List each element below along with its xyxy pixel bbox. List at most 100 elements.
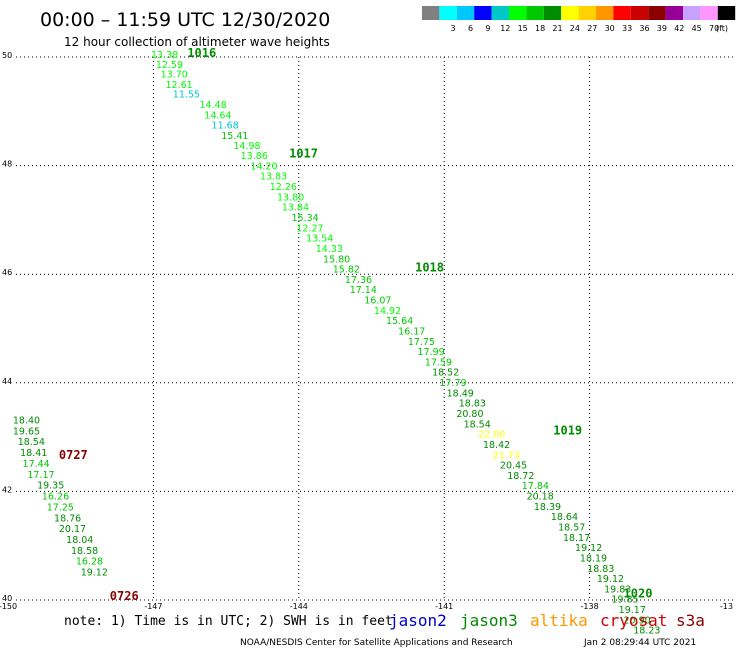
swh-value-jason3: 17.14 bbox=[350, 285, 377, 296]
time-labels: 1016 1017 1018 1019 1020 0727 0726 bbox=[59, 46, 653, 603]
swh-value-jason3: 18.83 bbox=[459, 399, 486, 410]
swh-value-jason3: 18.83 bbox=[587, 564, 614, 575]
swh-value-jason3: 18.72 bbox=[507, 471, 534, 482]
y-tick-label: 46 bbox=[2, 268, 12, 277]
swh-value-jason3: 14.64 bbox=[204, 110, 231, 121]
scale-swatch bbox=[561, 6, 579, 20]
scale-tick-label: 70 bbox=[709, 24, 719, 33]
scale-tick-label: 9 bbox=[485, 24, 490, 33]
swh-value-jason3: 20.80 bbox=[456, 409, 483, 420]
swh-value-jason3: 15.34 bbox=[292, 213, 319, 224]
swh-value-jason3: 13.70 bbox=[161, 70, 188, 81]
y-tick-label: 42 bbox=[2, 485, 12, 494]
footer-timestamp: Jan 2 08:29:44 UTC 2021 bbox=[583, 638, 696, 648]
swh-value-jason3: 12.27 bbox=[296, 223, 323, 234]
swh-value-s3a: 19.65 bbox=[13, 426, 40, 437]
x-tick-label: -150 bbox=[0, 602, 17, 611]
swh-value-jason3: 13.54 bbox=[306, 234, 333, 245]
swh-value-jason3: 18.49 bbox=[447, 388, 474, 399]
chart-title: 00:00 – 11:59 UTC 12/30/2020 bbox=[40, 9, 330, 31]
swh-value-s3a: 18.40 bbox=[13, 416, 40, 427]
swh-value-s3a: 16.28 bbox=[76, 557, 103, 568]
scale-swatch bbox=[683, 6, 701, 20]
pass-time-label: 1020 bbox=[624, 586, 653, 600]
swh-value-jason3: 16.07 bbox=[364, 296, 391, 307]
swh-value-jason3: 17.79 bbox=[439, 378, 466, 389]
y-axis-ticks: 50 48 46 44 42 40 bbox=[2, 51, 12, 603]
mission-s3a: s3a bbox=[676, 611, 705, 630]
swh-value-s3a: 16.26 bbox=[42, 492, 69, 503]
scale-swatch bbox=[491, 6, 509, 20]
swh-value-jason3: 14.20 bbox=[250, 161, 277, 172]
swh-value-jason3: 15.41 bbox=[221, 131, 248, 142]
swh-value-jason3: 20.45 bbox=[500, 461, 527, 472]
swh-value-jason3: 18.42 bbox=[483, 440, 510, 451]
scale-tick-label: 30 bbox=[605, 24, 615, 33]
swh-value-s3a: 17.25 bbox=[47, 502, 74, 513]
x-tick-label: -147 bbox=[144, 602, 162, 611]
swh-value-jason3: 18.17 bbox=[563, 533, 590, 544]
swh-value-jason3: 15.80 bbox=[323, 254, 350, 265]
swh-value-jason3: 12.61 bbox=[166, 80, 193, 91]
footer-credit: NOAA/NESDIS Center for Satellite Applica… bbox=[240, 638, 513, 648]
swh-value-jason3: 20.18 bbox=[527, 492, 554, 503]
scale-unit-label: (ft) bbox=[716, 24, 728, 33]
swh-value-jason3: 19.83 bbox=[604, 584, 631, 595]
x-tick-label: -13 bbox=[720, 602, 733, 611]
swh-value-s3a: 18.41 bbox=[20, 448, 47, 459]
scale-tick-label: 36 bbox=[639, 24, 649, 33]
swh-value-jason3: 16.17 bbox=[398, 326, 425, 337]
scale-swatch bbox=[700, 6, 718, 20]
y-tick-label: 50 bbox=[2, 51, 12, 60]
y-tick-label: 44 bbox=[2, 377, 12, 386]
scale-swatch bbox=[439, 6, 457, 20]
swh-value-s3a: 18.04 bbox=[66, 535, 93, 546]
scale-tick-label: 12 bbox=[500, 24, 510, 33]
scale-swatch bbox=[474, 6, 492, 20]
swh-value-jason3: 14.48 bbox=[199, 100, 226, 111]
scale-swatch bbox=[422, 6, 440, 20]
swh-value-jason3: 14.92 bbox=[374, 306, 401, 317]
swh-value-s3a: 17.44 bbox=[23, 459, 50, 470]
scale-swatch bbox=[665, 6, 683, 20]
pass-time-label: 1016 bbox=[187, 46, 216, 60]
mission-jason3: jason3 bbox=[460, 611, 518, 630]
swh-value-s3a: 17.17 bbox=[27, 470, 54, 481]
color-scale-legend: 3 6 9 12 15 18 21 24 27 30 33 36 39 42 45 70 bbox=[422, 6, 736, 33]
x-tick-label: -138 bbox=[581, 602, 599, 611]
swh-value-jason3: 18.39 bbox=[534, 502, 561, 513]
swh-value-jason3: 17.59 bbox=[425, 357, 452, 368]
x-tick-label: -141 bbox=[435, 602, 453, 611]
scale-swatch bbox=[630, 6, 649, 20]
swh-value-jason3: 19.85 bbox=[611, 595, 638, 606]
scale-tick-label: 6 bbox=[468, 24, 473, 33]
swh-value-s3a: 19.35 bbox=[37, 481, 64, 492]
swh-value-jason3: 21.73 bbox=[493, 450, 520, 461]
swh-value-s3a: 18.76 bbox=[54, 513, 81, 524]
x-axis-ticks: -150 -147 -144 -141 -138 -13 bbox=[0, 602, 733, 611]
swh-value-jason3: 18.64 bbox=[551, 512, 578, 523]
footer-note: note: 1) Time is in UTC; 2) SWH is in fe… bbox=[64, 614, 393, 629]
swh-value-jason3: 13.86 bbox=[241, 151, 268, 162]
swh-value-jason3: 13.84 bbox=[282, 203, 309, 214]
swh-value-jason3: 19.12 bbox=[575, 543, 602, 554]
scale-swatch bbox=[526, 6, 544, 20]
scale-swatch bbox=[509, 6, 527, 20]
swh-value-jason3: 12.59 bbox=[156, 60, 183, 71]
swh-observations: 13.3812.5913.7012.6111.5514.4814.6411.68… bbox=[13, 50, 661, 637]
swh-value-jason3: 20.90 bbox=[624, 615, 651, 626]
scale-tick-label: 21 bbox=[552, 24, 562, 33]
y-tick-label: 48 bbox=[2, 160, 12, 169]
swh-value-s3a: 19.12 bbox=[81, 568, 108, 579]
swh-value-jason3: 19.17 bbox=[619, 605, 646, 616]
swh-value-s3a: 18.54 bbox=[18, 437, 45, 448]
swh-value-jason3: 18.23 bbox=[633, 626, 660, 637]
swh-value-jason3: 18.19 bbox=[580, 553, 607, 564]
scale-tick-label: 18 bbox=[535, 24, 545, 33]
swh-value-jason3: 18.52 bbox=[432, 368, 459, 379]
map-grid bbox=[16, 56, 735, 601]
swh-value-jason3: 14.98 bbox=[233, 141, 260, 152]
scale-swatch bbox=[456, 6, 475, 20]
scale-swatch bbox=[596, 6, 614, 20]
